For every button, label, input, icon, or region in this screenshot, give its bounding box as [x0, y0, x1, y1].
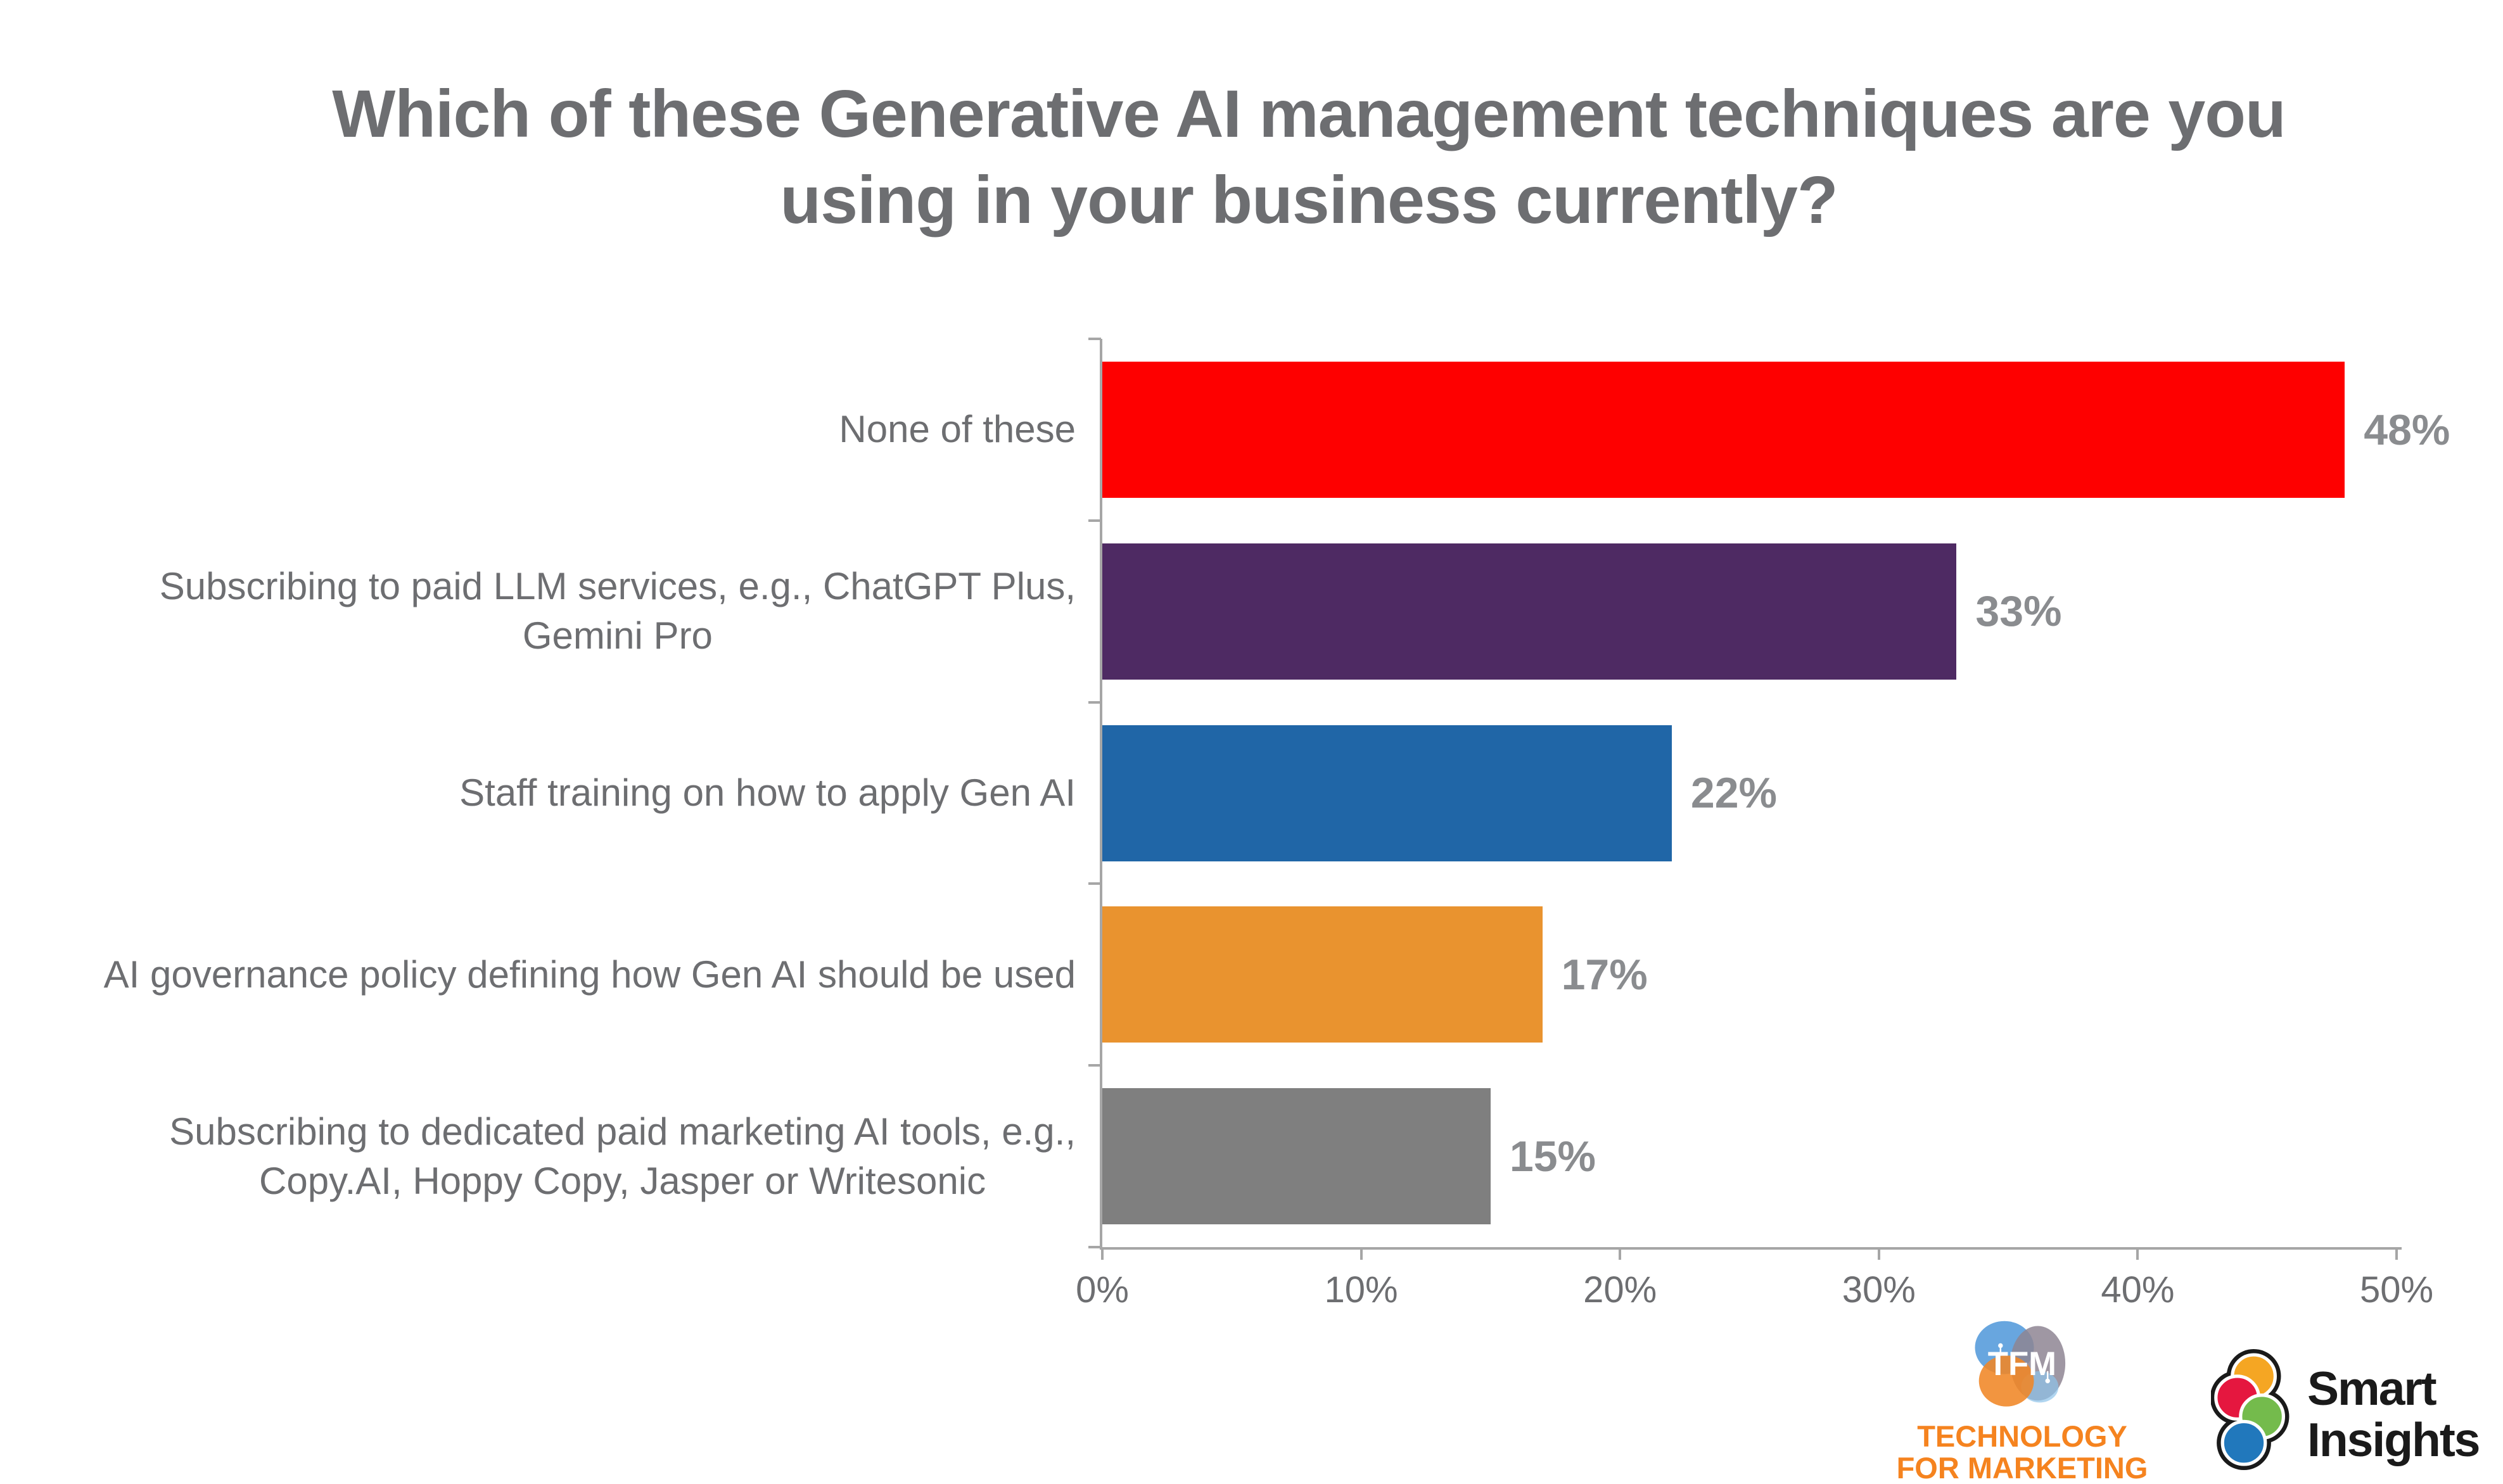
tfm-wordmark: TECHNOLOGY FOR MARKETING [1895, 1421, 2149, 1484]
value-axis-tick-label-2: 20% [1583, 1269, 1657, 1310]
category-label-5: Subscribing to dedicated paid marketing … [49, 1065, 1076, 1247]
category-label-line: Copy.AI, Hoppy Copy, Jasper or Writesoni… [259, 1159, 986, 1202]
value-label-5: 15% [1509, 1132, 1596, 1181]
category-label-4: AI governance policy defining how Gen AI… [49, 884, 1076, 1065]
smart-insights-wordmark-line-1: Smart [2307, 1362, 2437, 1415]
smart-insights-wordmark-line-2: Insights [2307, 1413, 2481, 1466]
bar-4 [1102, 906, 1543, 1043]
category-axis-tick [1088, 338, 1101, 340]
category-label-1: None of these [49, 339, 1076, 521]
category-label-2: Subscribing to paid LLM services, e.g., … [49, 521, 1076, 702]
value-axis-tick [1360, 1247, 1363, 1260]
smart-insights-wordmark: Smart Insights [2307, 1362, 2481, 1466]
category-axis-line [1100, 339, 1102, 1247]
category-label-lines: AI governance policy defining how Gen AI… [104, 950, 1076, 999]
value-label-4: 17% [1561, 950, 1648, 999]
category-label-line: AI governance policy defining how Gen AI… [103, 953, 1076, 996]
value-axis-tick-label-5: 50% [2359, 1269, 2434, 1310]
category-label-line: None of these [839, 408, 1076, 451]
tfm-wordmark-line-2: FOR MARKETING [1896, 1451, 2148, 1484]
category-axis-tick [1088, 701, 1101, 704]
chart-title-line-1: Which of these Generative AI management … [332, 77, 2286, 151]
category-label-line: Gemini Pro [522, 614, 713, 657]
category-label-3: Staff training on how to apply Gen AI [49, 702, 1076, 884]
category-label-lines: None of these [839, 405, 1076, 454]
bar-5 [1102, 1088, 1491, 1225]
category-label-line: Subscribing to paid LLM services, e.g., … [159, 565, 1076, 608]
bar-1 [1102, 362, 2345, 498]
tfm-monogram: TFM [1988, 1345, 2056, 1383]
chart-title: Which of these Generative AI management … [200, 71, 2417, 243]
bar-2 [1102, 543, 1957, 680]
smart-insights-logo-mark [2211, 1348, 2290, 1471]
value-axis-tick [2136, 1247, 2139, 1260]
value-axis-tick [1619, 1247, 1622, 1260]
value-axis-tick-label-4: 40% [2101, 1269, 2175, 1310]
tfm-logo-mark: TFM [1975, 1321, 2066, 1407]
category-axis-tick [1088, 882, 1101, 885]
value-axis-tick-label-0: 0% [1076, 1269, 1129, 1310]
value-axis-tick-label-1: 10% [1324, 1269, 1398, 1310]
tfm-wordmark-line-1: TECHNOLOGY [1917, 1419, 2127, 1453]
value-axis-tick-label-3: 30% [1842, 1269, 1916, 1310]
value-axis-tick [2395, 1247, 2398, 1260]
value-axis-tick [1877, 1247, 1880, 1260]
value-label-3: 22% [1690, 769, 1778, 818]
bar-3 [1102, 725, 1672, 861]
category-label-line: Staff training on how to apply Gen AI [459, 771, 1076, 814]
value-label-1: 48% [2364, 405, 2450, 454]
category-label-lines: Subscribing to paid LLM services, e.g., … [160, 562, 1076, 661]
category-axis-tick [1088, 1064, 1101, 1067]
category-label-lines: Staff training on how to apply Gen AI [459, 768, 1076, 818]
chart-title-line-2: using in your business currently? [780, 163, 1838, 238]
value-axis-line [1100, 1247, 2402, 1250]
value-label-2: 33% [1975, 587, 2062, 636]
category-axis-tick [1088, 519, 1101, 522]
category-label-lines: Subscribing to dedicated paid marketing … [169, 1107, 1076, 1206]
category-axis-tick [1088, 1246, 1101, 1248]
value-axis-tick [1101, 1247, 1104, 1260]
category-label-line: Subscribing to dedicated paid marketing … [169, 1110, 1076, 1153]
